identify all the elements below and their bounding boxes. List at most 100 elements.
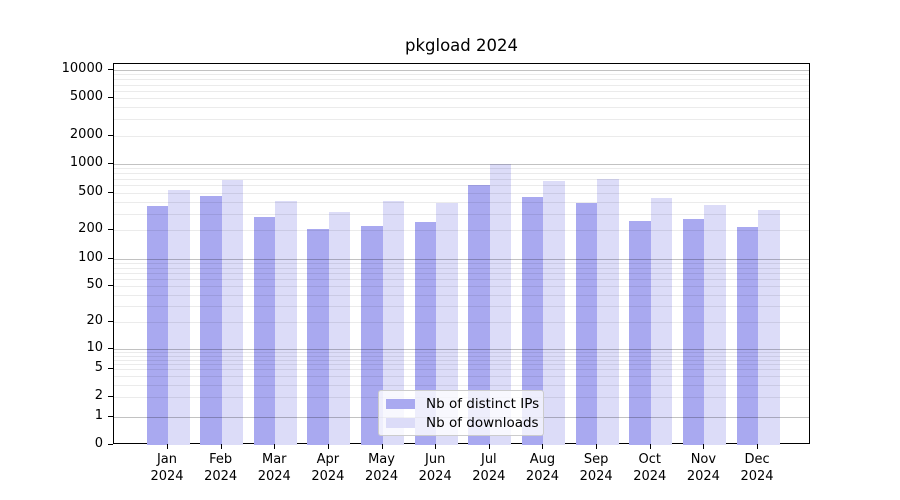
y-gridline-minor [114,359,809,361]
x-tick-label-year: 2024 [740,469,774,484]
x-tick-label-month: Jan [156,452,178,467]
y-tick-mark [108,134,113,136]
x-tick-label-year: 2024 [686,469,720,484]
y-gridline-minor [114,230,809,232]
y-gridline-minor [114,355,809,357]
y-tick-mark [108,191,113,193]
y-gridline-major [114,164,809,165]
bar-nb-of-distinct-ips-jan [146,206,168,445]
y-gridline-minor [114,321,809,323]
x-tick-label-aug: Aug 2024 [500,451,584,485]
y-tick-mark [108,348,113,349]
x-tick-label-year: 2024 [472,469,506,484]
bar-nb-of-downloads-jul [489,164,512,445]
x-tick-label-month: Nov [690,452,717,467]
bar-nb-of-downloads-nov [704,205,726,445]
x-tick-label-month: Oct [638,452,661,467]
bar-nb-of-distinct-ips-nov [682,218,705,445]
y-tick-label: 200 [78,221,103,237]
x-tick-label-may: May 2024 [340,451,424,485]
x-tick-label-year: 2024 [204,469,238,484]
y-gridline-minor [114,178,809,180]
y-tick-mark [108,229,113,231]
legend-item-downloads: Nb of downloads [386,415,539,431]
y-gridline-minor [114,168,809,170]
legend-label-downloads: Nb of downloads [426,414,539,431]
bar-nb-of-downloads-feb [221,179,244,445]
y-gridline-minor [114,185,809,187]
x-tick-label-month: Feb [209,452,233,467]
legend: Nb of distinct IPs Nb of downloads [378,390,544,436]
y-gridline-minor [114,192,809,194]
x-tick-label-month: Sep [583,452,609,467]
x-tick-mark [274,444,276,449]
x-tick-mark [596,444,598,449]
y-tick-label: 5000 [69,89,103,105]
x-tick-label-month: May [368,452,395,467]
y-gridline-minor [114,369,809,371]
chart-title: pkgload 2024 [404,36,518,55]
y-gridline-minor [114,84,809,86]
bar-nb-of-distinct-ips-sep [575,202,598,445]
bar-nb-of-downloads-aug [543,180,565,445]
y-tick-mark [108,258,113,259]
y-gridline-minor [114,135,809,137]
x-tick-label-oct: Oct 2024 [608,451,692,485]
bar-nb-of-downloads-mar [275,201,297,445]
x-tick-label-feb: Feb 2024 [179,451,263,485]
y-gridline-minor [114,278,809,280]
y-gridline-minor [114,213,809,215]
y-gridline-minor [114,376,809,378]
x-tick-mark [167,444,168,449]
y-gridline-minor [114,272,809,274]
y-gridline-minor [114,74,809,76]
bar-nb-of-distinct-ips-jul [468,184,490,445]
legend-item-distinct-ips: Nb of distinct IPs [386,396,539,412]
bar-nb-of-distinct-ips-jun [414,222,437,445]
x-tick-label-apr: Apr 2024 [286,451,370,485]
bar-nb-of-downloads-sep [597,178,619,445]
x-tick-label-nov: Nov 2024 [661,451,745,485]
x-tick-label-month: Aug [529,452,556,467]
bar-nb-of-downloads-may [382,201,405,445]
y-gridline-minor [114,263,809,265]
x-tick-label-jan: Jan 2024 [125,451,209,485]
bar-nb-of-distinct-ips-oct [629,221,651,445]
y-tick-label: 1 [94,408,103,423]
y-gridline-minor [114,98,809,100]
x-tick-label-month: Dec [744,452,770,467]
y-tick-label: 500 [78,183,103,199]
plot-area [113,63,810,445]
y-gridline-minor [114,364,809,366]
x-tick-label-year: 2024 [257,469,291,484]
y-gridline-minor [114,384,809,386]
x-tick-label-jul: Jul 2024 [447,451,531,485]
legend-swatch-distinct-ips [386,398,415,409]
y-tick-mark [108,395,113,397]
x-tick-mark [757,444,759,449]
bar-nb-of-downloads-oct [650,197,673,445]
y-tick-label: 100 [78,250,103,265]
y-gridline-minor [114,90,809,92]
y-tick-label: 2000 [69,126,103,142]
x-tick-label-month: Mar [262,452,287,467]
x-tick-mark [649,444,651,449]
y-tick-label: 20 [86,312,103,328]
x-tick-mark [703,444,705,449]
x-tick-label-sep: Sep 2024 [554,451,638,485]
x-tick-mark [435,444,437,449]
x-tick-label-month: Jun [425,452,446,467]
y-gridline-minor [114,201,809,203]
x-tick-mark [327,444,329,449]
y-gridline-major [114,259,809,260]
y-gridline-minor [114,107,809,109]
y-tick-label: 2 [94,387,103,403]
y-tick-mark [108,97,113,99]
x-tick-label-month: Apr [316,452,340,467]
y-gridline-minor [114,306,809,308]
y-tick-label: 10 [86,340,103,355]
y-gridline-minor [114,119,809,121]
y-gridline-minor [114,267,809,269]
x-tick-label-year: 2024 [150,469,184,484]
